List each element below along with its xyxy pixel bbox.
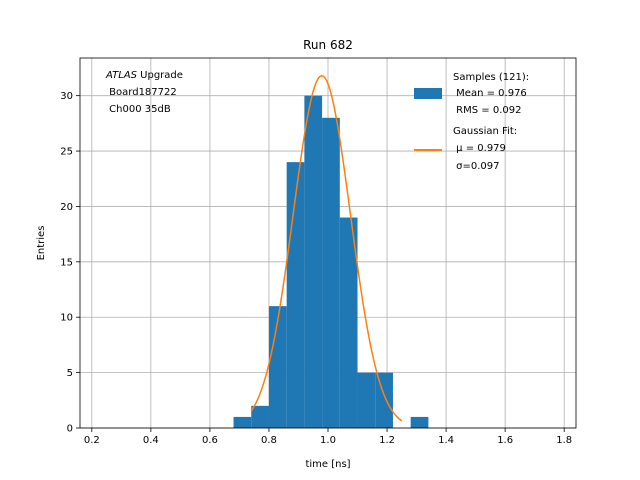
histogram-bar-10 (410, 416, 429, 428)
y-tick-label-3: 15 (60, 257, 73, 268)
legend-fit-mu: μ = 0.979 (453, 143, 506, 154)
legend-fit-title: Gaussian Fit: (453, 126, 517, 137)
x-tick-label-7: 1.6 (497, 435, 513, 446)
y-axis-label: Entries (36, 226, 47, 261)
annotation-line-1: ATLAS Upgrade (105, 70, 183, 81)
legend-samples-rms: RMS = 0.092 (453, 105, 521, 116)
legend-samples-mean: Mean = 0.976 (453, 88, 527, 99)
annotation-italic: ATLAS (105, 70, 138, 81)
y-axis-ticks: 0 5 10 15 20 25 30 (60, 91, 80, 435)
histogram-bar-0 (233, 416, 252, 428)
x-tick-label-6: 1.4 (438, 435, 454, 446)
y-tick-label-6: 30 (60, 91, 73, 102)
y-tick-label-4: 20 (60, 202, 73, 213)
atlas-annotation: ATLAS Upgrade Board187722 Ch000 35dB (105, 70, 183, 115)
y-tick-label-1: 5 (67, 368, 73, 379)
legend: Samples (121): Mean = 0.976 RMS = 0.092 … (414, 72, 529, 172)
y-tick-label-0: 0 (67, 424, 73, 435)
legend-samples-swatch (414, 88, 442, 99)
legend-fit-sigma: σ=0.097 (453, 161, 500, 172)
y-tick-label-5: 25 (60, 147, 73, 158)
x-tick-label-4: 1.0 (320, 435, 336, 446)
histogram-bar-2 (268, 306, 287, 428)
x-axis-label: time [ns] (305, 459, 350, 470)
x-tick-label-2: 0.6 (202, 435, 218, 446)
y-tick-label-2: 10 (60, 313, 73, 324)
chart-title: Run 682 (303, 38, 353, 52)
x-axis-ticks: 0.2 0.4 0.6 0.8 1.0 1.2 1.4 1.6 1.8 (84, 428, 572, 446)
x-tick-label-5: 1.2 (379, 435, 395, 446)
annotation-line-2: Board187722 (106, 87, 177, 98)
gaussian-fit-curve (250, 74, 403, 422)
histogram-bar-1 (251, 405, 269, 428)
x-tick-label-3: 0.8 (261, 435, 277, 446)
annotation-line-3: Ch000 35dB (106, 104, 171, 115)
x-tick-label-8: 1.8 (556, 435, 572, 446)
legend-samples-title: Samples (121): (453, 72, 529, 83)
x-tick-label-1: 0.4 (143, 435, 159, 446)
histogram-bar-7 (357, 372, 376, 428)
histogram-bar-4 (304, 95, 323, 428)
histogram-bar-8 (375, 372, 393, 428)
annotation-rest: Upgrade (137, 70, 183, 81)
x-tick-label-0: 0.2 (84, 435, 100, 446)
histogram-bar-6 (339, 217, 358, 428)
histogram-bar-5 (322, 117, 340, 428)
